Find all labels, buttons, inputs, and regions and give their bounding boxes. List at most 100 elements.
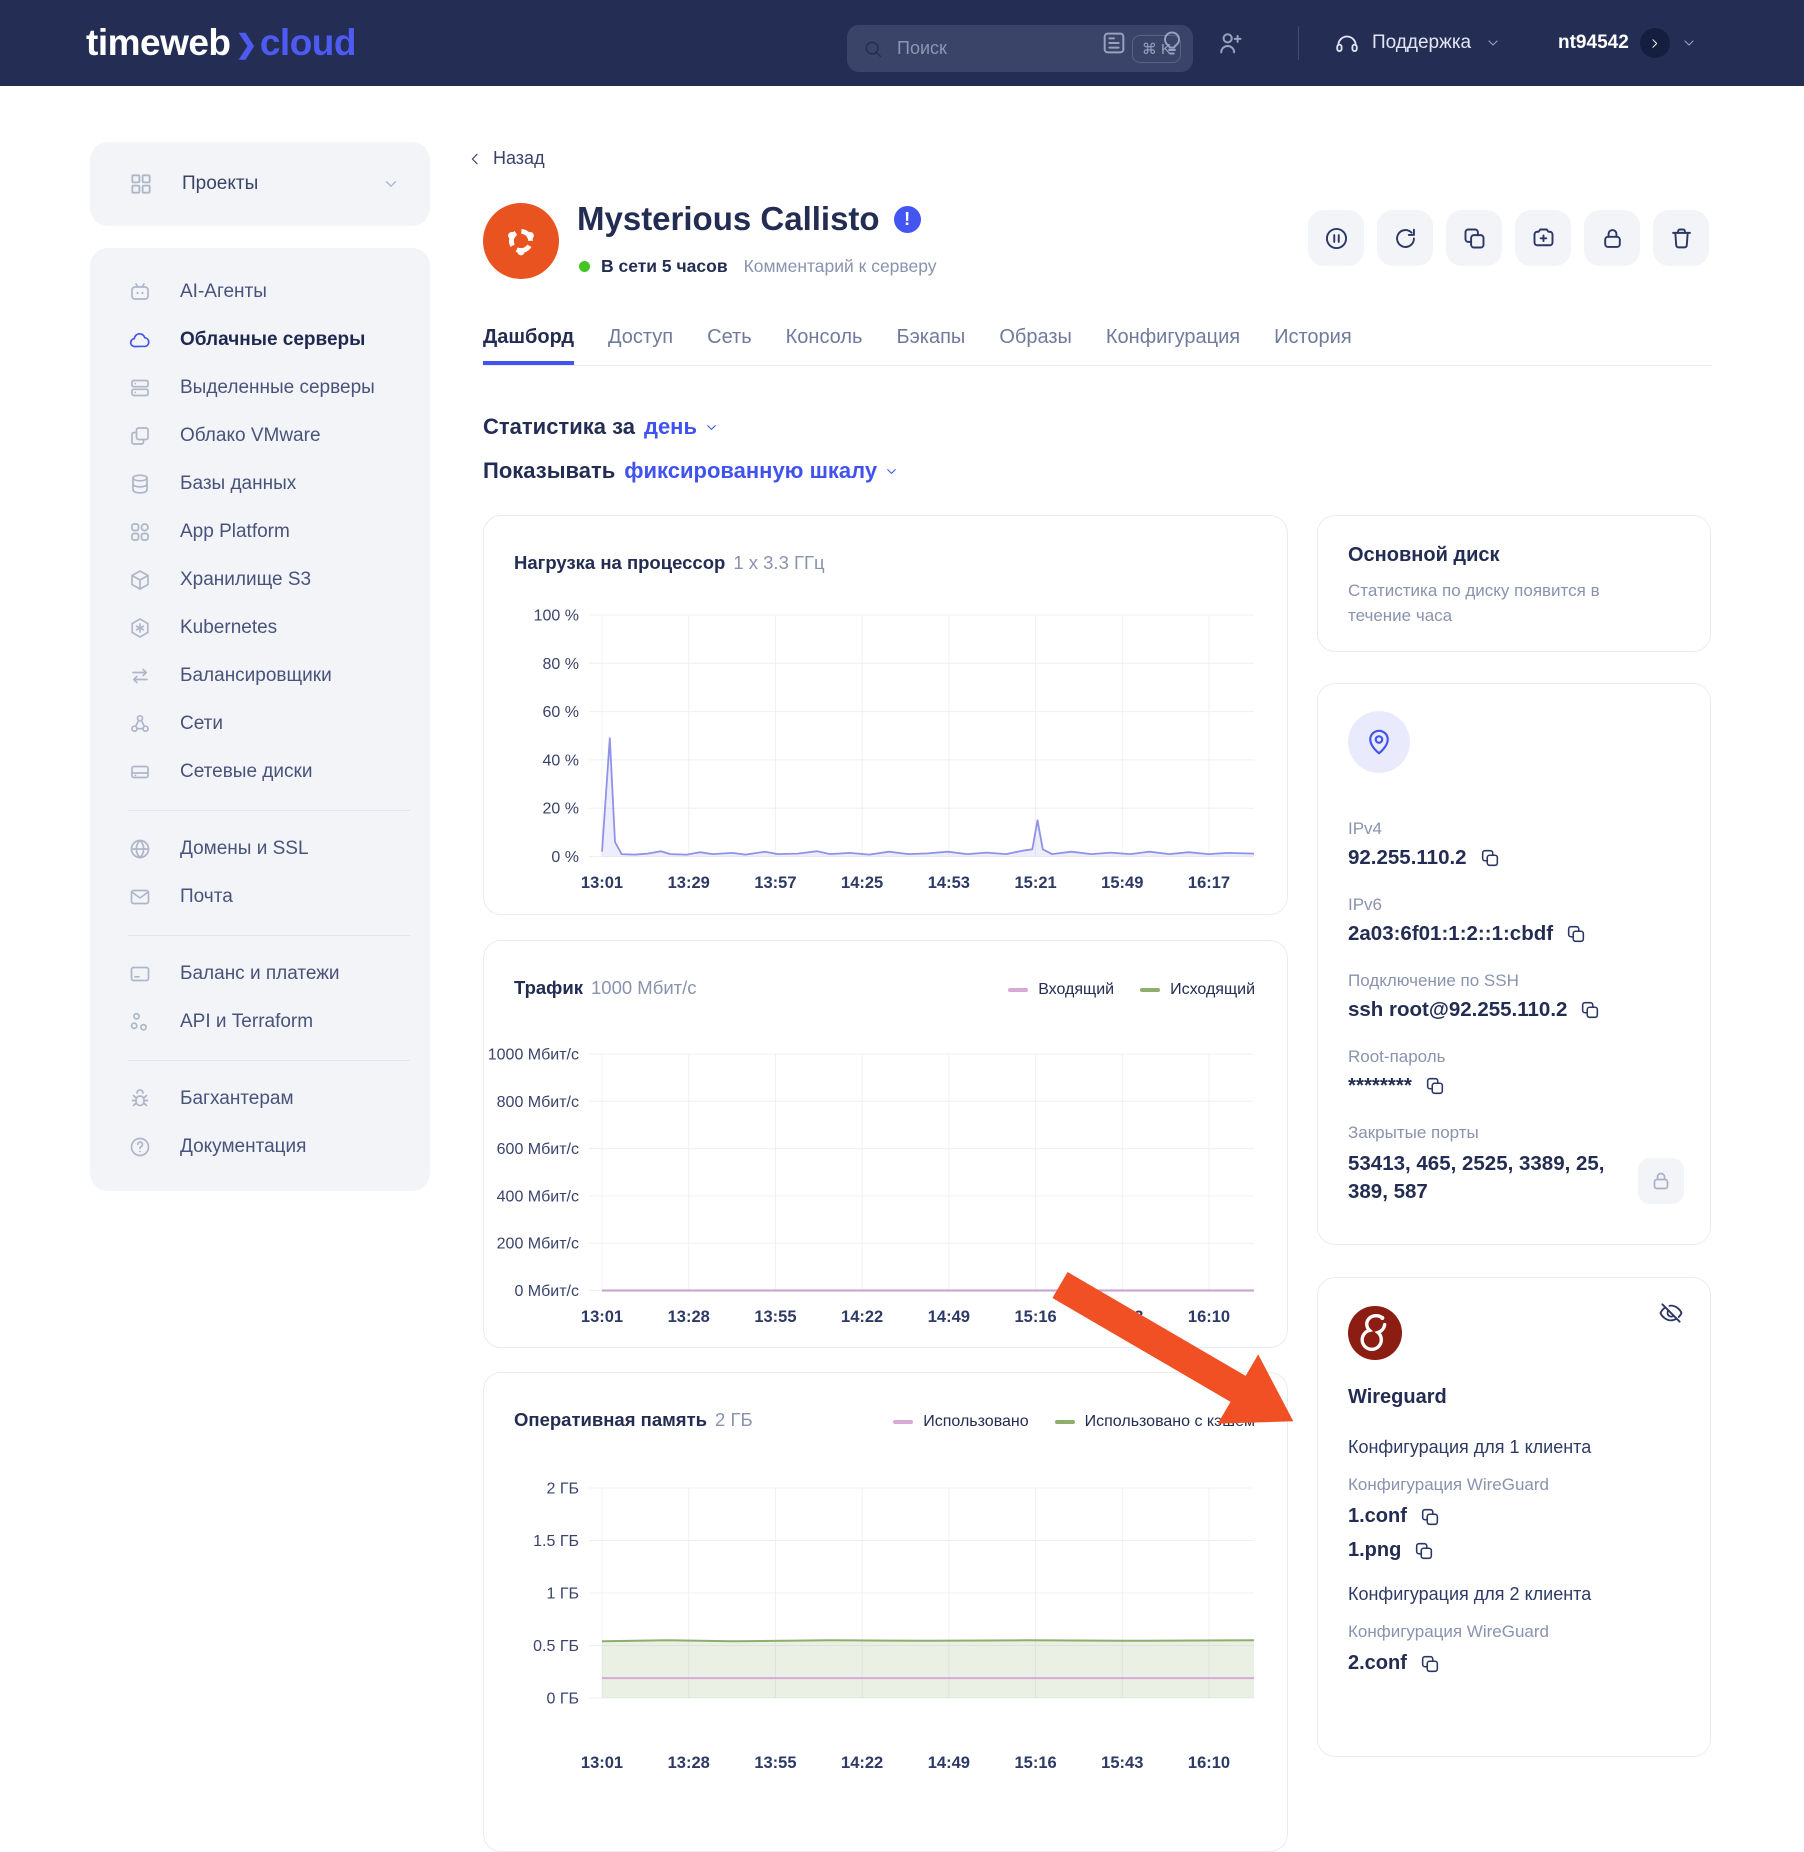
- eye-off-icon: [1658, 1300, 1684, 1326]
- legend-label: Исходящий: [1170, 981, 1255, 999]
- server-comment-link[interactable]: Комментарий к серверу: [744, 256, 937, 277]
- chevron-down-icon: [1681, 35, 1697, 51]
- copy-button[interactable]: [1579, 999, 1601, 1021]
- online-status-dot: [579, 261, 590, 272]
- news-icon-button[interactable]: [1100, 29, 1128, 57]
- ubuntu-logo-icon: [498, 218, 544, 264]
- sidebar-item-network-disk[interactable]: Сетевые диски: [90, 748, 430, 796]
- copy-button[interactable]: [1479, 847, 1501, 869]
- sidebar-item-network-nodes[interactable]: Сети: [90, 700, 430, 748]
- sidebar-item-label: App Platform: [180, 521, 290, 543]
- sidebar-item-kubernetes[interactable]: Kubernetes: [90, 604, 430, 652]
- sidebar-item-cube[interactable]: Хранилище S3: [90, 556, 430, 604]
- wireguard-file-name: 1.conf: [1348, 1505, 1407, 1528]
- support-menu[interactable]: Поддержка: [1334, 0, 1501, 86]
- delete-server-button[interactable]: [1653, 210, 1709, 266]
- account-menu[interactable]: nt94542: [1558, 0, 1697, 86]
- headset-icon: [1334, 30, 1360, 56]
- tab-2[interactable]: Доступ: [608, 326, 673, 365]
- tab-7[interactable]: Конфигурация: [1106, 326, 1240, 365]
- tab-3[interactable]: Сеть: [707, 326, 751, 365]
- server-info-badge[interactable]: !: [894, 206, 921, 233]
- copy-button[interactable]: [1413, 1540, 1435, 1562]
- sidebar-item-label: Баланс и платежи: [180, 963, 340, 985]
- sidebar-item-label: AI-Агенты: [180, 281, 267, 303]
- sidebar-item-cloud[interactable]: Облачные серверы: [90, 316, 430, 364]
- restart-server-button[interactable]: [1377, 210, 1433, 266]
- tab-5[interactable]: Бэкапы: [896, 326, 965, 365]
- legend-item: Использовано с кэшем: [1055, 1413, 1255, 1431]
- tab-1[interactable]: Дашборд: [483, 326, 574, 365]
- svg-text:15:43: 15:43: [1101, 1308, 1143, 1326]
- svg-text:1.5 ГБ: 1.5 ГБ: [533, 1533, 579, 1550]
- wireguard-section-sub: Конфигурация WireGuard: [1348, 1475, 1680, 1495]
- invite-user-icon-button[interactable]: [1216, 29, 1244, 57]
- copy-button[interactable]: [1419, 1653, 1441, 1675]
- sidebar-item-vmware[interactable]: Облако VMware: [90, 412, 430, 460]
- timeweb-cloud-logo[interactable]: timeweb ❯ cloud: [86, 0, 356, 86]
- sidebar-item-app-grid[interactable]: App Platform: [90, 508, 430, 556]
- wireguard-logo-icon: [1348, 1306, 1402, 1360]
- clone-server-button[interactable]: [1446, 210, 1502, 266]
- chevron-down-icon: [704, 420, 719, 435]
- svg-text:400 Мбит/с: 400 Мбит/с: [497, 1188, 579, 1205]
- sidebar-item-server[interactable]: Выделенные серверы: [90, 364, 430, 412]
- svg-text:15:16: 15:16: [1014, 1754, 1056, 1772]
- back-button[interactable]: Назад: [467, 148, 545, 169]
- network-info-card: IPv492.255.110.2IPv62a03:6f01:1:2::1:cbd…: [1317, 683, 1711, 1245]
- ram-chart-subtitle: 2 ГБ: [715, 1409, 753, 1430]
- sidebar-item-question-circle[interactable]: Документация: [90, 1123, 430, 1171]
- sidebar-item-api-circles[interactable]: API и Terraform: [90, 998, 430, 1046]
- chevron-right-icon: [1648, 37, 1661, 50]
- svg-text:13:55: 13:55: [754, 1754, 796, 1772]
- legend-dash: [1008, 988, 1028, 992]
- sidebar-item-bug[interactable]: Багхантерам: [90, 1075, 430, 1123]
- lock-server-button[interactable]: [1584, 210, 1640, 266]
- sidebar-item-credit-card[interactable]: Баланс и платежи: [90, 950, 430, 998]
- cloud-icon: [128, 328, 152, 352]
- svg-text:0 %: 0 %: [551, 849, 579, 866]
- sidebar-item-globe[interactable]: Домены и SSL: [90, 825, 430, 873]
- svg-text:800 Мбит/с: 800 Мбит/с: [497, 1094, 579, 1111]
- scale-mode-value: фиксированную шкалу: [624, 458, 877, 484]
- svg-text:40 %: 40 %: [543, 752, 579, 769]
- copy-button[interactable]: [1419, 1506, 1441, 1528]
- search-input[interactable]: [895, 37, 1132, 60]
- tab-6[interactable]: Образы: [999, 326, 1072, 365]
- chevron-down-icon: [1681, 35, 1697, 51]
- sidebar-item-robot[interactable]: AI-Агенты: [90, 268, 430, 316]
- account-badge: [1640, 28, 1670, 58]
- svg-text:14:25: 14:25: [841, 874, 883, 892]
- copy-button[interactable]: [1565, 923, 1587, 945]
- wireguard-file-name: 2.conf: [1348, 1652, 1407, 1675]
- sidebar-item-mail[interactable]: Почта: [90, 873, 430, 921]
- sidebar-item-label: Выделенные серверы: [180, 377, 375, 399]
- svg-text:13:01: 13:01: [581, 874, 623, 892]
- disk-card-body: Статистика по диску появится в течение ч…: [1348, 578, 1648, 628]
- create-snapshot-button[interactable]: [1515, 210, 1571, 266]
- field--ssh: Подключение по SSHssh root@92.255.110.2: [1348, 971, 1680, 1022]
- app-grid-icon: [128, 520, 152, 544]
- mail-icon: [128, 885, 152, 909]
- scale-mode-select[interactable]: фиксированную шкалу: [624, 458, 899, 484]
- stats-period-select[interactable]: день: [644, 414, 719, 440]
- tab-4[interactable]: Консоль: [786, 326, 863, 365]
- projects-selector[interactable]: Проекты: [90, 142, 430, 226]
- ports-lock-button[interactable]: [1638, 1158, 1684, 1204]
- globe-icon: [128, 837, 152, 861]
- hide-wireguard-button[interactable]: [1658, 1300, 1684, 1326]
- svg-text:15:43: 15:43: [1101, 1754, 1143, 1772]
- copy-icon: [1579, 999, 1601, 1021]
- sidebar-item-swap-arrows[interactable]: Балансировщики: [90, 652, 430, 700]
- topbar-icons: [1100, 0, 1244, 86]
- database-icon: [128, 472, 152, 496]
- lock-icon: [1649, 1169, 1673, 1193]
- legend-item: Исходящий: [1140, 981, 1255, 999]
- pause-server-button[interactable]: [1308, 210, 1364, 266]
- tab-8[interactable]: История: [1274, 326, 1352, 365]
- idea-icon-button[interactable]: [1158, 29, 1186, 57]
- sidebar-item-label: Хранилище S3: [180, 569, 311, 591]
- copy-button[interactable]: [1424, 1075, 1446, 1097]
- cpu-chart-plot: 100 %80 %60 %40 %20 %0 %13:0113:2913:571…: [484, 516, 1286, 913]
- sidebar-item-database[interactable]: Базы данных: [90, 460, 430, 508]
